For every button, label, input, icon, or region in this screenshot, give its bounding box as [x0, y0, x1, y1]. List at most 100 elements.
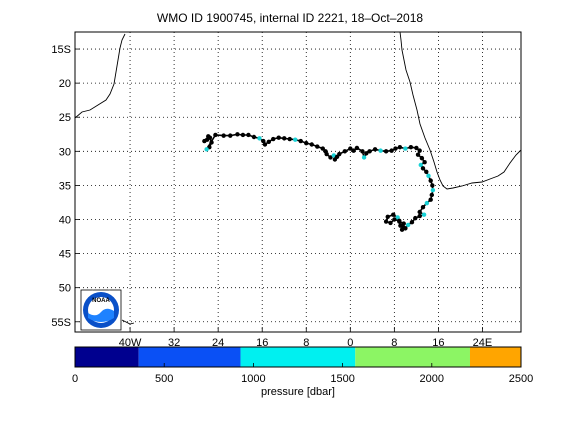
track-point	[228, 133, 233, 138]
colorbar-segment	[240, 347, 356, 367]
map-title: WMO ID 1900745, internal ID 2221, 18–Oct…	[157, 11, 423, 25]
track-point	[304, 140, 309, 146]
track-point	[388, 220, 393, 226]
track-point	[276, 135, 281, 140]
lon-label: 8	[391, 337, 397, 349]
track-point-mid-pressure	[430, 187, 436, 193]
track-point	[320, 146, 325, 151]
track-point	[354, 145, 360, 151]
track-point	[428, 178, 433, 183]
lat-label: 20	[59, 78, 71, 90]
lon-label: 8	[303, 337, 309, 349]
longitude-labels: 40W 32 24 16 8 0 8 16 24E	[119, 327, 492, 349]
colorbar-segments	[75, 347, 521, 367]
track-point	[246, 132, 251, 138]
track-point	[428, 197, 433, 202]
colorbar-segment	[355, 347, 470, 367]
lon-label: 24	[212, 337, 224, 349]
track-point	[424, 169, 429, 174]
track-point	[391, 212, 396, 217]
track-point-mid-pressure	[204, 147, 209, 152]
colorbar-label: pressure [dbar]	[261, 386, 335, 398]
colorbar-tick-label: 1000	[241, 373, 265, 385]
track-point	[287, 136, 292, 142]
colorbar-tick-label: 2500	[509, 373, 533, 385]
track-point	[385, 214, 390, 219]
lon-label: 16	[432, 337, 444, 349]
noaa-logo: NOAA	[80, 287, 122, 331]
coastline-south-america	[74, 33, 126, 119]
track-point	[351, 148, 356, 153]
track-point	[383, 219, 389, 224]
logo-wave-icon	[88, 308, 114, 322]
track-point	[430, 183, 435, 188]
track-point-mid-pressure	[378, 148, 383, 153]
track-point	[408, 145, 414, 150]
lon-label: 0	[347, 337, 353, 349]
track-point	[393, 146, 398, 151]
track-point-mid-pressure	[361, 155, 367, 160]
colorbar-segment	[469, 347, 521, 367]
lat-label: 30	[59, 146, 71, 158]
track-point	[429, 192, 434, 198]
track-point	[235, 132, 240, 137]
track-point	[309, 142, 314, 147]
track-point	[240, 132, 246, 138]
map-frame	[74, 31, 522, 333]
track-point	[213, 132, 218, 138]
lon-label: 16	[256, 337, 268, 349]
track-point	[282, 136, 287, 141]
track-point	[262, 142, 268, 147]
track-point	[383, 149, 389, 154]
lat-label: 45	[59, 249, 71, 261]
colorbar-ticks: 0 500 1000 1500 2000 2500	[72, 363, 533, 385]
colorbar: 0 500 1000 1500 2000 2500 pressure [dbar]	[72, 346, 533, 398]
track-point	[372, 147, 378, 152]
track-point-mid-pressure	[421, 212, 427, 217]
lon-label: 32	[168, 337, 180, 349]
colorbar-tick-label: 2000	[420, 373, 444, 385]
track-point-mid-pressure	[418, 162, 423, 168]
track-point	[417, 213, 422, 219]
track-point	[397, 145, 403, 150]
track-point	[342, 149, 348, 154]
colorbar-segment	[75, 347, 139, 367]
track-point-mid-pressure	[403, 146, 408, 151]
track-point-mid-pressure	[395, 215, 400, 220]
lat-label: 50	[59, 283, 71, 295]
track-point	[417, 148, 422, 153]
map-panel: 15S 20 25 30 35 40 45 50 55S 40W 32 24 16 8 0 8 16 24E N…	[51, 31, 522, 349]
track-point	[209, 140, 214, 145]
track-point	[337, 151, 342, 157]
track-point	[414, 145, 419, 151]
track-point	[328, 155, 333, 160]
track-point	[315, 144, 320, 149]
track-point	[298, 138, 303, 144]
track-point	[409, 220, 415, 225]
coastline-fragment	[121, 319, 135, 325]
lat-label: 35	[59, 180, 71, 192]
lat-label: 40	[59, 215, 71, 227]
track-point-mid-pressure	[331, 153, 336, 158]
track-point	[348, 146, 353, 151]
track-point	[422, 160, 427, 165]
track-point	[271, 136, 276, 142]
track-point	[420, 205, 426, 210]
track-point	[364, 151, 369, 156]
track-point	[360, 149, 365, 154]
track-point	[261, 138, 266, 144]
track-point	[332, 157, 338, 162]
track-point	[392, 217, 397, 222]
track-point	[266, 139, 272, 144]
track-point	[398, 223, 403, 228]
track-point-mid-pressure	[257, 136, 262, 141]
colorbar-tick-label: 1500	[330, 373, 354, 385]
lat-label: 55S	[51, 317, 71, 329]
latitude-labels: 15S 20 25 30 35 40 45 50 55S	[51, 44, 80, 329]
track-point-mid-pressure	[293, 137, 298, 142]
lat-label: 25	[59, 112, 71, 124]
track-point	[413, 215, 418, 221]
coastline-africa	[399, 31, 522, 190]
track-point	[389, 148, 394, 153]
